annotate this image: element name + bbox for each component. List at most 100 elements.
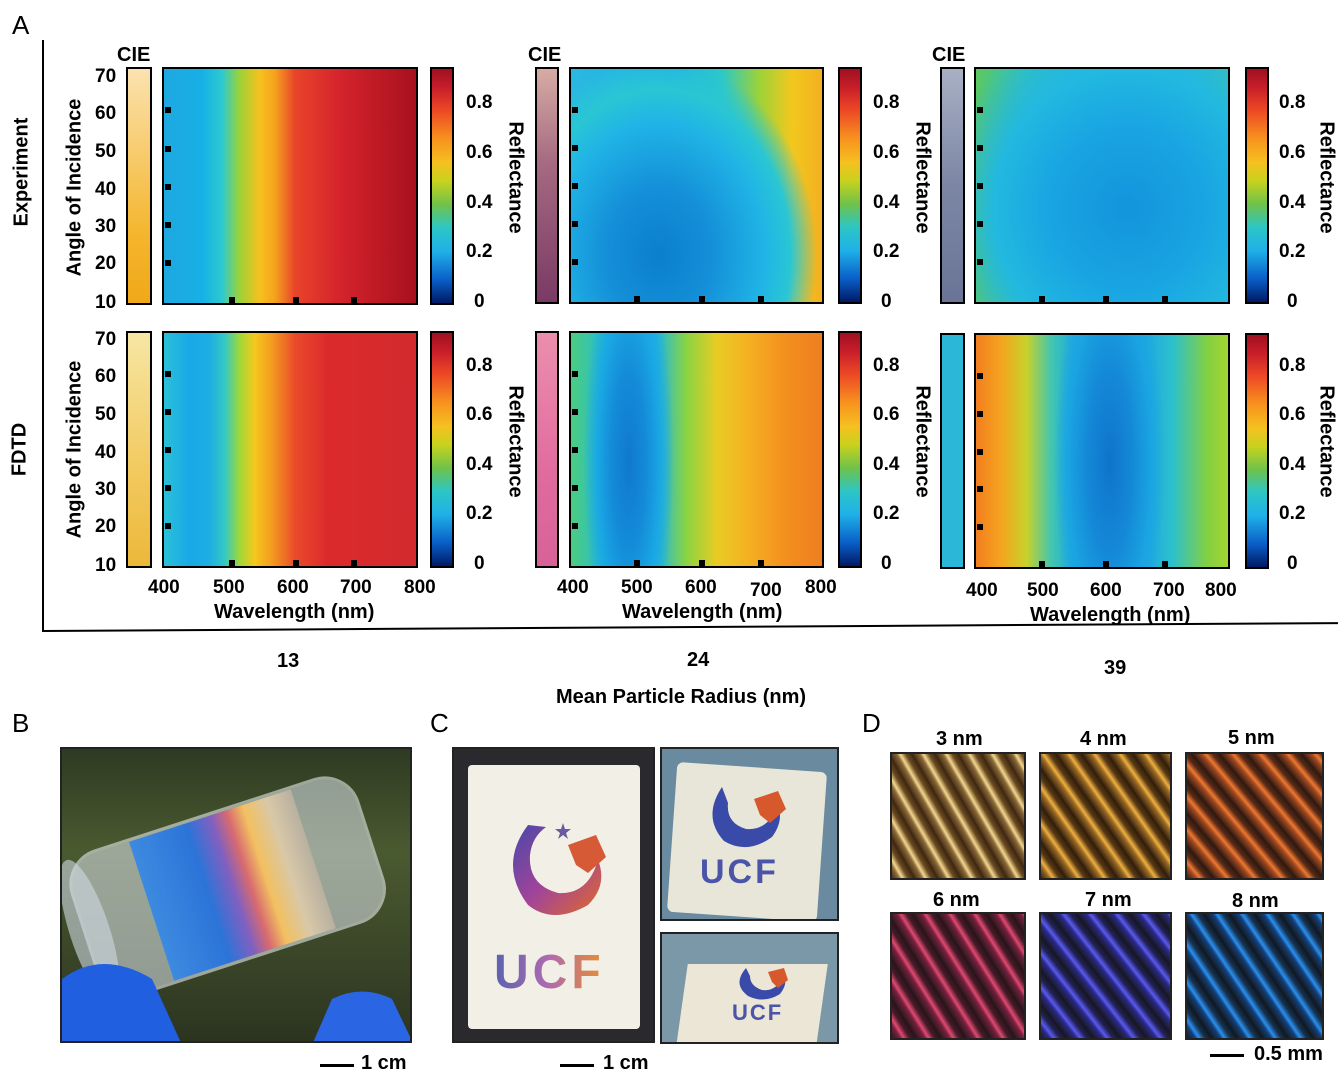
- scale-label-b: 1 cm: [361, 1052, 407, 1074]
- micrograph-label: 8 nm: [1232, 890, 1279, 912]
- x-tick: 700: [340, 577, 372, 598]
- micrograph-5nm: [1185, 752, 1324, 880]
- heatmap-y-tickmark: [977, 486, 983, 493]
- colorbar-exp-col2: [838, 67, 862, 304]
- x-tick: 600: [1090, 580, 1122, 601]
- heatmap-exp-col1: [162, 67, 418, 305]
- scale-label-c: 1 cm: [603, 1052, 649, 1074]
- colorbar-exp-col3: [1245, 67, 1269, 304]
- x-axis-title-col3: Wavelength (nm): [1030, 604, 1191, 626]
- y-tick: 30: [95, 216, 117, 237]
- panel-label-d: D: [862, 708, 881, 738]
- panel-label-b: B: [12, 708, 30, 738]
- cie-bar-exp-col2: [535, 67, 559, 304]
- cbar-tick: 0.4: [1279, 454, 1306, 475]
- cbar-tick: 0.6: [466, 404, 493, 425]
- x-tick: 500: [621, 577, 653, 598]
- y-axis-title-exp-col1: Angle of Incidence: [63, 98, 86, 277]
- heatmap-y-tickmark: [977, 183, 983, 190]
- heatmap-fdtd-col3: [974, 333, 1230, 569]
- cbar-tick: 0.8: [1279, 355, 1306, 376]
- heatmap-x-tickmark: [1039, 561, 1045, 567]
- radius-label-24: 24: [687, 649, 710, 671]
- heatmap-y-tickmark: [572, 221, 578, 228]
- colorbar-fdtd-col1: [430, 331, 454, 568]
- heatmap-y-tickmark: [165, 259, 171, 266]
- y-tick: 60: [95, 366, 117, 387]
- ucf-slide-photo-bottom: UCF: [660, 932, 839, 1044]
- heatmap-x-tickmark: [699, 560, 705, 566]
- heatmap-fdtd-col1: [162, 331, 418, 568]
- y-tick: 50: [95, 141, 117, 162]
- y-tick: 20: [95, 516, 117, 537]
- heatmap-y-tickmark: [165, 485, 171, 492]
- heatmap-x-tickmark: [1162, 296, 1168, 302]
- colorbar-title-fdtd-col3: Reflectance: [1315, 385, 1338, 498]
- scale-bar-c: [560, 1064, 594, 1067]
- y-tick: 70: [95, 66, 117, 87]
- heatmap-x-tickmark: [1162, 561, 1168, 567]
- heatmap-y-tickmark: [572, 258, 578, 265]
- y-tick: 50: [95, 404, 117, 425]
- heatmap-y-tickmark: [572, 485, 578, 492]
- x-tick: 800: [1205, 580, 1237, 601]
- ucf-text-top: UCF: [700, 853, 779, 891]
- colorbar-title-exp-col3: Reflectance: [1315, 121, 1338, 234]
- pegasus-logo: [739, 968, 788, 1000]
- micrograph-6nm: [890, 912, 1026, 1040]
- colorbar-fdtd-col3: [1245, 333, 1269, 569]
- cbar-tick: 0.6: [873, 142, 900, 163]
- cbar-tick: 0.8: [873, 92, 900, 113]
- heatmap-x-tickmark: [758, 296, 764, 302]
- heatmap-exp-col2: [569, 67, 824, 304]
- x-axis-title-col1: Wavelength (nm): [214, 601, 375, 623]
- x-tick: 700: [1153, 580, 1185, 601]
- heatmap-x-tickmark: [229, 297, 235, 303]
- x-tick: 600: [277, 577, 309, 598]
- y-tick: 40: [95, 179, 117, 200]
- heatmap-x-tickmark: [634, 560, 640, 566]
- micrograph-3nm: [890, 752, 1026, 880]
- x-tick: 400: [966, 580, 998, 601]
- cbar-tick: 0.8: [1279, 92, 1306, 113]
- cbar-tick: 0: [1287, 291, 1298, 312]
- heatmap-y-tickmark: [977, 448, 983, 455]
- heatmap-x-tickmark: [351, 297, 357, 303]
- micrograph-7nm: [1039, 912, 1172, 1040]
- cbar-tick: 0.2: [873, 241, 900, 262]
- radius-label-39: 39: [1104, 657, 1127, 679]
- panel-label-a: A: [12, 10, 30, 40]
- heatmap-x-tickmark: [758, 560, 764, 566]
- cie-label-col2: CIE: [528, 44, 562, 66]
- cbar-tick: 0.4: [873, 192, 900, 213]
- heatmap-y-tickmark: [572, 145, 578, 152]
- scale-label-d: 0.5 mm: [1254, 1043, 1323, 1065]
- x-tick: 400: [557, 577, 589, 598]
- micrograph-label: 7 nm: [1085, 889, 1132, 911]
- x-tick: 500: [1027, 580, 1059, 601]
- micrograph-label: 6 nm: [933, 889, 980, 911]
- y-axis-title-fdtd-col1: Angle of Incidence: [63, 360, 86, 539]
- heatmap-y-tickmark: [572, 107, 578, 114]
- cbar-tick: 0.8: [466, 355, 493, 376]
- heatmap-y-tickmark: [977, 145, 983, 152]
- cbar-tick: 0.4: [466, 192, 493, 213]
- cie-bar-fdtd-col3: [940, 333, 965, 569]
- heatmap-x-tickmark: [351, 560, 357, 566]
- cbar-tick: 0.8: [466, 92, 493, 113]
- heatmap-y-tickmark: [977, 258, 983, 265]
- slide-surface: [468, 765, 640, 1029]
- cbar-tick: 0.2: [1279, 241, 1306, 262]
- heatmap-x-tickmark: [229, 560, 235, 566]
- cbar-tick: 0.4: [1279, 192, 1306, 213]
- heatmap-x-tickmark: [699, 296, 705, 302]
- panel-label-c: C: [430, 708, 449, 738]
- heatmap-y-tickmark: [572, 371, 578, 378]
- cie-bar-exp-col1: [126, 67, 152, 305]
- heatmap-y-tickmark: [165, 447, 171, 454]
- colorbar-title-fdtd-col2: Reflectance: [911, 385, 934, 498]
- heatmap-y-tickmark: [165, 409, 171, 416]
- pegasus-logo: [513, 823, 606, 915]
- cbar-tick: 0.6: [1279, 404, 1306, 425]
- cbar-tick: 0: [881, 291, 892, 312]
